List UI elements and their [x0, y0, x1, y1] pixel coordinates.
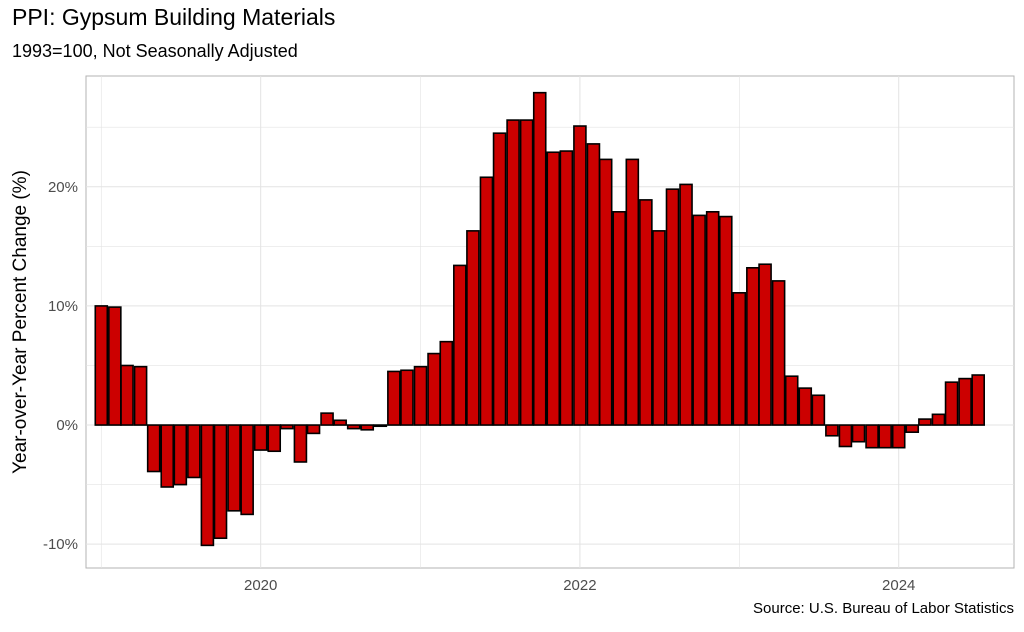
bar — [519, 119, 534, 426]
bar — [746, 266, 760, 426]
bar — [612, 211, 627, 426]
bar — [479, 176, 494, 426]
bar — [373, 424, 388, 428]
bar — [200, 424, 215, 547]
y-tick-label: -10% — [43, 536, 78, 553]
tick-labels: -10% 0% 10% 20% 2020 2022 2024 — [43, 179, 915, 594]
bar — [492, 132, 507, 426]
bar — [333, 419, 347, 426]
bar — [732, 292, 747, 426]
source-note: Source: U.S. Bureau of Labor Statistics — [753, 600, 1014, 617]
bar — [453, 264, 467, 426]
bar — [506, 119, 520, 426]
bar — [692, 214, 706, 426]
y-tick-label: 20% — [48, 179, 78, 196]
bar — [120, 364, 134, 426]
bar — [838, 424, 853, 448]
bar — [944, 381, 959, 426]
bar — [784, 375, 799, 426]
bar — [267, 424, 282, 453]
bar — [346, 424, 361, 430]
chart-title: PPI: Gypsum Building Materials — [12, 4, 336, 30]
bar — [160, 424, 175, 488]
bar — [360, 424, 375, 431]
bar — [306, 424, 321, 435]
x-tick-label: 2020 — [244, 577, 277, 594]
bar — [466, 230, 480, 426]
bar — [173, 424, 188, 486]
chart-subtitle: 1993=100, Not Seasonally Adjusted — [12, 41, 298, 61]
bar — [758, 263, 772, 426]
bar — [771, 280, 786, 426]
bar — [958, 377, 972, 426]
bar — [971, 374, 985, 426]
bar — [559, 150, 574, 426]
bar — [546, 151, 561, 426]
bar — [891, 424, 906, 449]
bar — [94, 305, 109, 426]
bar — [227, 424, 241, 512]
x-tick-label: 2024 — [882, 577, 915, 594]
bar — [293, 424, 308, 463]
bar — [253, 424, 268, 451]
bar — [665, 188, 680, 426]
bar — [905, 424, 920, 433]
bar — [679, 183, 693, 426]
bar — [931, 413, 946, 426]
bars — [94, 91, 985, 547]
bar — [718, 215, 733, 426]
x-tick-label: 2022 — [563, 577, 596, 594]
bar — [625, 158, 640, 426]
bar — [573, 125, 587, 426]
bar — [865, 424, 879, 449]
y-axis-title: Year-over-Year Percent Change (%) — [10, 170, 31, 474]
bar — [586, 143, 601, 426]
bar — [280, 424, 294, 430]
bar — [652, 230, 666, 426]
bar — [213, 424, 228, 540]
bar — [532, 91, 547, 426]
bar — [918, 418, 932, 426]
bar — [400, 369, 414, 426]
bar — [639, 199, 653, 426]
y-tick-label: 0% — [56, 417, 78, 434]
bar — [133, 365, 148, 426]
bar — [705, 211, 720, 426]
bar — [320, 412, 334, 426]
bar — [811, 394, 826, 426]
bar — [187, 424, 201, 479]
bar — [439, 340, 454, 426]
bar — [878, 424, 892, 449]
bar — [851, 424, 866, 443]
bar — [413, 365, 428, 426]
bar — [146, 424, 161, 473]
y-tick-label: 10% — [48, 298, 78, 315]
bar — [427, 352, 441, 426]
bar — [798, 387, 813, 426]
bar — [240, 424, 254, 516]
bar — [108, 306, 122, 426]
bar — [387, 370, 401, 426]
bar — [825, 424, 839, 437]
bar — [598, 158, 613, 426]
